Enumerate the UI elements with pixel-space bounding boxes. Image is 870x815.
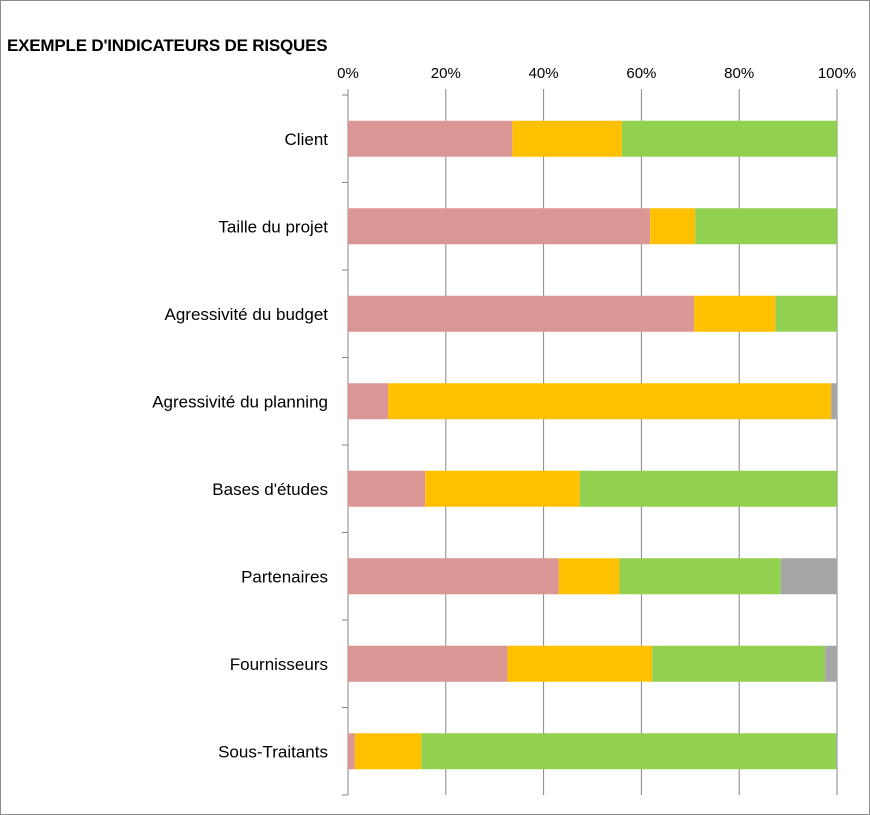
bar-segment-4 <box>831 383 837 420</box>
bar-segment-1 <box>348 295 695 332</box>
bar-segment-3 <box>621 120 837 157</box>
bar-segment-1 <box>348 733 355 770</box>
bar-segment-4 <box>780 558 837 595</box>
category-label: Taille du projet <box>218 217 328 236</box>
category-label: Bases d'études <box>212 480 328 499</box>
bar-segment-2 <box>558 558 620 595</box>
x-tick-label: 60% <box>626 65 656 82</box>
bar-segment-3 <box>579 470 837 507</box>
category-label: Agressivité du budget <box>165 305 329 324</box>
bar-segment-3 <box>652 645 826 682</box>
x-tick-label: 20% <box>431 65 461 82</box>
x-tick-label: 80% <box>724 65 754 82</box>
bar-segment-2 <box>507 645 653 682</box>
bar-segment-3 <box>619 558 781 595</box>
bar-segment-1 <box>348 645 508 682</box>
category-label: Fournisseurs <box>230 655 328 674</box>
category-label: Client <box>285 130 329 149</box>
bar-segment-2 <box>354 733 422 770</box>
bar-segment-3 <box>775 295 837 332</box>
category-label: Sous-Traitants <box>218 742 328 761</box>
bar-segment-1 <box>348 470 426 507</box>
bar-segment-1 <box>348 383 389 420</box>
bar-segment-2 <box>694 295 776 332</box>
x-tick-label: 0% <box>337 65 359 82</box>
bar-segment-2 <box>512 120 622 157</box>
bar-segment-3 <box>695 208 837 245</box>
bar-segment-2 <box>388 383 832 420</box>
bar-segment-2 <box>425 470 580 507</box>
bar-segment-1 <box>348 208 651 245</box>
bar-segment-3 <box>421 733 837 770</box>
bar-segment-4 <box>836 733 837 770</box>
category-label: Agressivité du planning <box>152 392 328 411</box>
x-tick-label: 40% <box>529 65 559 82</box>
category-label: Partenaires <box>241 567 328 586</box>
bar-segment-1 <box>348 120 513 157</box>
bar-segment-2 <box>650 208 696 245</box>
x-tick-label: 100% <box>818 65 856 82</box>
chart-title: EXEMPLE D'INDICATEURS DE RISQUES <box>7 36 328 55</box>
bar-segment-1 <box>348 558 559 595</box>
bar-segment-4 <box>825 645 837 682</box>
